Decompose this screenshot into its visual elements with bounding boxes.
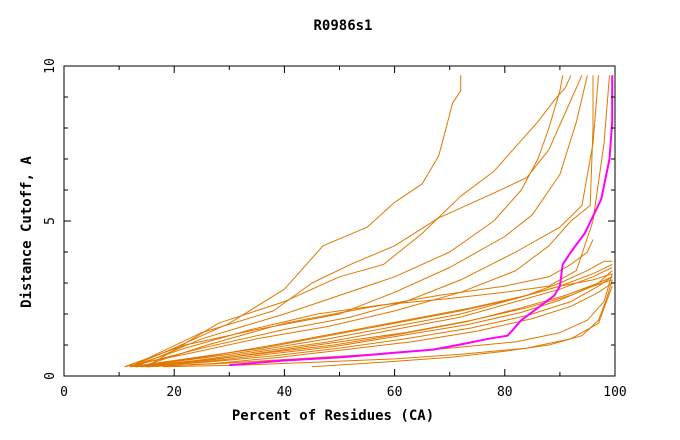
series-line-model-10 <box>130 267 613 368</box>
highlighted-series-line <box>229 75 614 367</box>
y-axis-label: Distance Cutoff, A <box>19 156 35 308</box>
x-tick-label: 100 <box>603 385 626 400</box>
series-line-model-02 <box>146 75 572 368</box>
series-line-model-01 <box>129 75 462 368</box>
series-line-model-15 <box>130 273 613 368</box>
y-tick-label: 5 <box>43 217 58 225</box>
series-line-model-07 <box>124 75 594 368</box>
x-tick-label: 20 <box>166 385 182 400</box>
x-tick-label: 40 <box>277 385 293 400</box>
series-line-model-17 <box>146 273 613 368</box>
x-tick-label: 80 <box>497 385 513 400</box>
series-line-model-20 <box>129 75 610 368</box>
series-line-model-03 <box>129 75 583 368</box>
x-tick-label: 60 <box>387 385 403 400</box>
series-line-model-19 <box>311 279 613 368</box>
series-line-model-18 <box>163 285 613 368</box>
series-line-model-06 <box>129 75 599 368</box>
series-line-model-11 <box>130 263 613 368</box>
series-line-model-13 <box>141 276 613 368</box>
series-line-model-21 <box>141 270 613 368</box>
series-line-model-05 <box>135 75 564 368</box>
x-tick-label: 0 <box>60 385 68 400</box>
series-layer <box>124 75 614 368</box>
ticks-layer: 0 20 40 60 80 100 0 5 10 <box>43 58 627 400</box>
x-axis-label: Percent of Residues (CA) <box>232 408 434 424</box>
series-line-model-09 <box>135 260 613 368</box>
series-line-model-14 <box>146 282 613 368</box>
plot-frame <box>63 65 616 377</box>
series-line-model-08 <box>140 239 594 368</box>
y-tick-label: 10 <box>43 58 58 74</box>
chart-title: R0986s1 <box>313 18 372 34</box>
y-tick-label: 0 <box>43 372 58 380</box>
